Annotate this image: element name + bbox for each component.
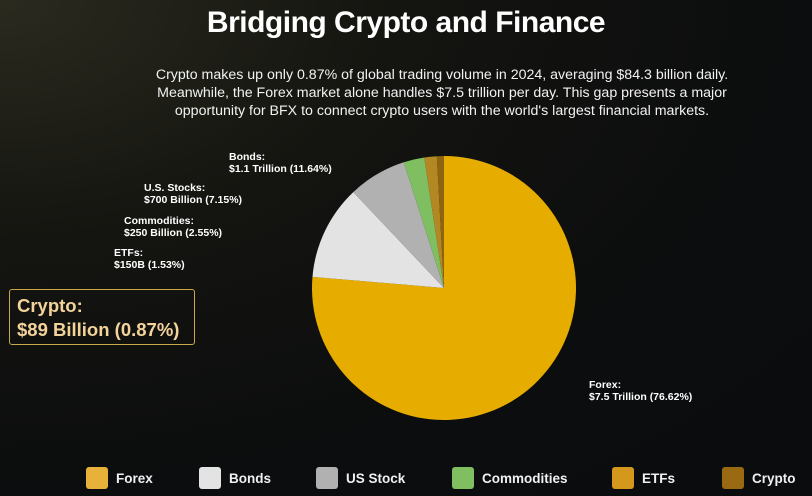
crypto-callout-value: $89 Billion (0.87%) [17,319,180,340]
label-us-stocks-name: U.S. Stocks: [144,182,206,194]
pie-slice-us-stock [353,162,444,288]
pie-slice-forex [311,156,576,421]
legend-label-etfs: ETFs [642,470,676,486]
label-us-stocks: U.S. Stocks: $700 Billion (7.15%) [144,182,242,206]
legend-label-crypto: Crypto [752,470,796,486]
label-forex-name: Forex: [589,379,622,391]
legend-item-crypto: Crypto [722,464,796,492]
legend-label-commodities: Commodities [482,470,568,486]
label-etfs-name: ETFs: [114,247,144,259]
legend-swatch-forex [86,467,108,489]
legend-item-us-stock: US Stock [316,464,405,492]
crypto-callout-title: Crypto: [17,295,83,316]
legend-swatch-etfs [612,467,634,489]
crypto-callout: Crypto: $89 Billion (0.87%) [9,289,195,345]
legend-item-bonds: Bonds [199,464,271,492]
page-subtitle: Crypto makes up only 0.87% of global tra… [155,67,729,119]
label-commodities-name: Commodities: [124,215,195,227]
label-us-stocks-value: $700 Billion (7.15%) [144,194,243,206]
legend-label-us-stock: US Stock [346,470,406,486]
legend-swatch-commodities [452,467,474,489]
legend-swatch-bonds [199,467,221,489]
label-forex: Forex: $7.5 Trillion (76.62%) [589,379,692,403]
pie-slice-etfs [424,156,444,288]
pie-slice-crypto [436,156,444,288]
legend-item-commodities: Commodities [452,464,568,492]
legend-swatch-crypto [722,467,744,489]
label-etfs-value: $150B (1.53%) [114,259,185,271]
pie-slice-bonds [312,192,444,288]
chart-legend: Forex Bonds US Stock Commodities ETFs Cr… [0,464,812,492]
legend-item-etfs: ETFs [612,464,675,492]
label-commodities: Commodities: $250 Billion (2.55%) [124,215,222,239]
page-title: Bridging Crypto and Finance [206,6,606,39]
label-bonds-name: Bonds: [229,151,266,163]
label-bonds-value: $1.1 Trillion (11.64%) [229,163,332,175]
label-etfs: ETFs: $150B (1.53%) [114,247,185,271]
label-bonds: Bonds: $1.1 Trillion (11.64%) [229,151,332,175]
label-forex-value: $7.5 Trillion (76.62%) [589,391,693,403]
legend-item-forex: Forex [86,464,153,492]
pie-slice-commodities [403,157,444,288]
legend-swatch-us-stock [316,467,338,489]
legend-label-bonds: Bonds [229,470,271,486]
legend-label-forex: Forex [116,470,153,486]
label-commodities-value: $250 Billion (2.55%) [124,227,223,239]
